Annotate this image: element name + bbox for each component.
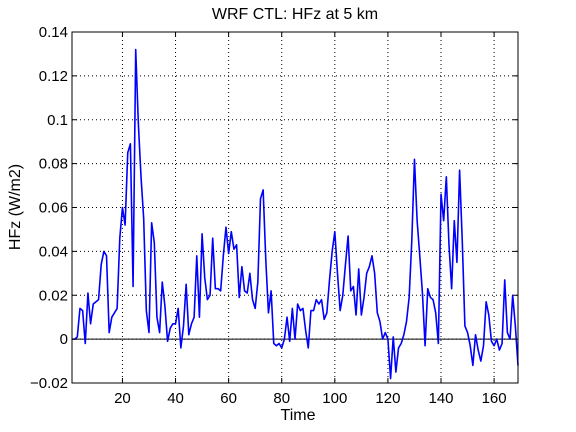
y-tick-label: 0.06 [39, 200, 68, 217]
hfz-series-line [72, 48, 519, 380]
x-tick-label: 60 [220, 390, 237, 407]
y-tick-label: 0.08 [39, 156, 68, 173]
y-axis-ticks: −0.02 0 0.02 0.04 0.06 0.08 0.1 0.12 0.14 [30, 24, 518, 392]
x-axis-ticks: 20 40 60 80 100 120 140 160 [114, 32, 507, 407]
y-tick-label: −0.02 [30, 375, 68, 392]
x-tick-label: 100 [322, 390, 347, 407]
x-axis-label: Time [281, 407, 316, 424]
y-tick-label: 0.1 [47, 112, 68, 129]
y-tick-label: 0 [60, 331, 68, 348]
y-tick-label: 0.02 [39, 287, 68, 304]
x-tick-label: 20 [114, 390, 131, 407]
x-tick-label: 120 [375, 390, 400, 407]
chart-title: WRF CTL: HFz at 5 km [212, 6, 378, 23]
x-tick-label: 140 [428, 390, 453, 407]
x-tick-label: 80 [273, 390, 290, 407]
y-tick-label: 0.12 [39, 68, 68, 85]
y-tick-label: 0.04 [39, 243, 68, 260]
x-tick-label: 40 [167, 390, 184, 407]
x-tick-label: 160 [482, 390, 507, 407]
y-tick-label: 0.14 [39, 24, 68, 41]
y-axis-label: HFz (W/m2) [7, 164, 24, 250]
